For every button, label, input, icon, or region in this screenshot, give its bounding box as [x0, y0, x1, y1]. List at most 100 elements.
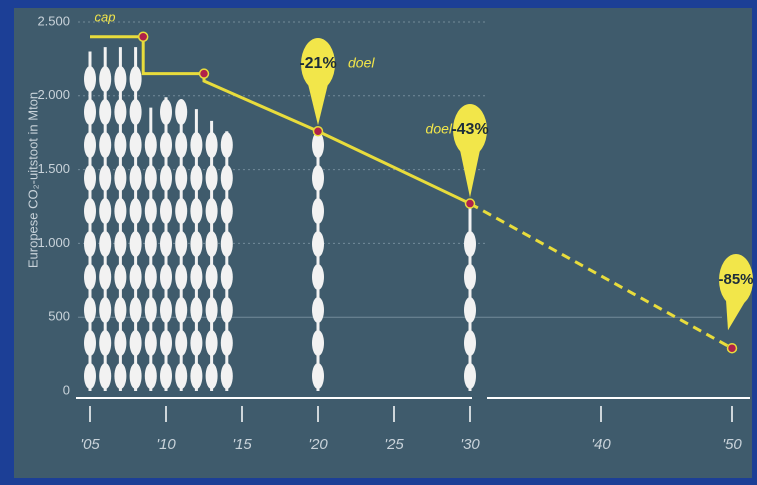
- bar-oval: [205, 198, 218, 224]
- balloon: [719, 254, 753, 306]
- bar-oval: [220, 231, 233, 257]
- bar-oval: [312, 231, 324, 257]
- y-tick-label: 500: [48, 309, 70, 324]
- bar-oval: [220, 297, 233, 323]
- point: [312, 125, 324, 137]
- bar-oval: [114, 132, 127, 158]
- bar-oval: [464, 297, 476, 323]
- bar-oval: [312, 132, 324, 158]
- bar-oval: [144, 297, 157, 323]
- bar-oval: [160, 231, 172, 257]
- bar: [220, 131, 233, 391]
- bar-oval: [205, 165, 218, 191]
- x-tick-label: '15: [232, 436, 252, 453]
- x-tick-label: '10: [156, 436, 176, 453]
- x-tick-label: '40: [591, 436, 611, 453]
- bar-oval: [129, 231, 142, 257]
- bar-oval: [99, 198, 112, 224]
- bar-oval: [464, 264, 476, 290]
- bar-oval: [190, 330, 203, 356]
- target-line: [469, 202, 733, 350]
- bar-oval: [190, 165, 203, 191]
- bar-oval: [114, 363, 127, 389]
- bar-oval: [129, 264, 142, 290]
- bar: [99, 47, 112, 391]
- bar-oval: [114, 264, 127, 290]
- y-tick-label: 1.000: [37, 235, 70, 250]
- bar: [190, 109, 203, 391]
- bar-oval: [464, 231, 476, 257]
- bar-oval: [114, 297, 127, 323]
- y-tick-label: 2.500: [37, 13, 70, 28]
- bar-oval: [175, 297, 188, 323]
- bar-oval: [205, 264, 218, 290]
- bar-oval: [190, 264, 203, 290]
- bar-oval: [175, 363, 188, 389]
- bar-oval: [84, 165, 96, 191]
- bar-oval: [205, 132, 218, 158]
- bar-oval: [220, 264, 233, 290]
- bar-oval: [464, 363, 476, 389]
- bar-oval: [114, 330, 127, 356]
- bar-oval: [84, 264, 96, 290]
- point: [464, 198, 476, 209]
- bar-oval: [175, 132, 188, 158]
- bar-oval: [99, 330, 112, 356]
- x-tick-label: '30: [460, 436, 480, 453]
- point: [137, 31, 149, 43]
- bar: [144, 107, 157, 391]
- point: [198, 68, 210, 79]
- bar-oval: [144, 165, 157, 191]
- bar-oval: [144, 264, 157, 290]
- bar-oval: [114, 231, 127, 257]
- bar: [160, 97, 172, 391]
- bar-oval: [312, 198, 324, 224]
- bar-oval: [99, 132, 112, 158]
- bar-oval: [312, 363, 324, 389]
- bar-oval: [99, 231, 112, 257]
- bar-oval: [129, 66, 142, 92]
- balloon: [301, 38, 335, 90]
- bar-oval: [129, 165, 142, 191]
- bar-oval: [190, 132, 203, 158]
- bar: [312, 128, 324, 391]
- x-tick-label: '20: [308, 436, 328, 453]
- bar-oval: [160, 198, 172, 224]
- bar-oval: [205, 231, 218, 257]
- bar-oval: [114, 165, 127, 191]
- y-axis-label: Europese CO₂-uitstoot in Mton: [25, 92, 40, 268]
- bar-oval: [129, 132, 142, 158]
- bar-oval: [220, 132, 233, 158]
- bar-oval: [175, 198, 188, 224]
- bar-oval: [220, 363, 233, 389]
- bar-oval: [220, 330, 233, 356]
- bar-oval: [99, 297, 112, 323]
- annotation: -21%: [299, 55, 336, 72]
- bar-oval: [114, 198, 127, 224]
- balloon: [308, 84, 328, 126]
- bar-oval: [144, 231, 157, 257]
- balloon: [726, 300, 746, 331]
- annotation: cap: [95, 9, 116, 24]
- bar-oval: [160, 297, 172, 323]
- bar-oval: [175, 231, 188, 257]
- bar-oval: [99, 264, 112, 290]
- annotation: -85%: [718, 271, 753, 288]
- bar: [84, 51, 96, 391]
- bar-oval: [190, 198, 203, 224]
- bar: [114, 47, 127, 391]
- bar-oval: [190, 297, 203, 323]
- bar-oval: [175, 165, 188, 191]
- annotation: -43%: [451, 121, 488, 138]
- bar-oval: [84, 66, 96, 92]
- bar-oval: [84, 330, 96, 356]
- bar-oval: [160, 264, 172, 290]
- bar-oval: [99, 99, 112, 125]
- bar-oval: [129, 363, 142, 389]
- bar-oval: [175, 99, 188, 125]
- bar-oval: [205, 297, 218, 323]
- x-tick-label: '50: [722, 436, 742, 453]
- bar-oval: [175, 330, 188, 356]
